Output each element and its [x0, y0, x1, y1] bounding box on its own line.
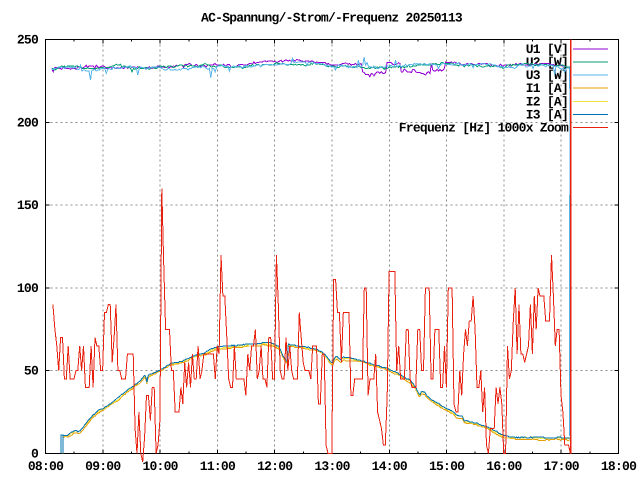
- svg-text:08:00: 08:00: [28, 459, 64, 474]
- svg-text:12:00: 12:00: [257, 459, 293, 474]
- svg-text:11:00: 11:00: [200, 459, 236, 474]
- svg-text:15:00: 15:00: [429, 459, 465, 474]
- svg-text:200: 200: [17, 115, 39, 130]
- svg-text:14:00: 14:00: [372, 459, 408, 474]
- svg-text:13:00: 13:00: [314, 459, 350, 474]
- svg-text:AC-Spannung/-Strom/-Frequenz 2: AC-Spannung/-Strom/-Frequenz 20250113: [201, 11, 463, 26]
- svg-text:18:00: 18:00: [601, 459, 637, 474]
- svg-text:50: 50: [24, 364, 39, 379]
- svg-text:09:00: 09:00: [85, 459, 121, 474]
- svg-text:100: 100: [17, 281, 39, 296]
- svg-text:150: 150: [17, 198, 39, 213]
- svg-text:250: 250: [17, 33, 39, 48]
- svg-text:17:00: 17:00: [544, 459, 580, 474]
- svg-text:16:00: 16:00: [486, 459, 522, 474]
- svg-text:10:00: 10:00: [142, 459, 178, 474]
- svg-text:Frequenz [Hz] 1000x Zoom: Frequenz [Hz] 1000x Zoom: [399, 121, 569, 136]
